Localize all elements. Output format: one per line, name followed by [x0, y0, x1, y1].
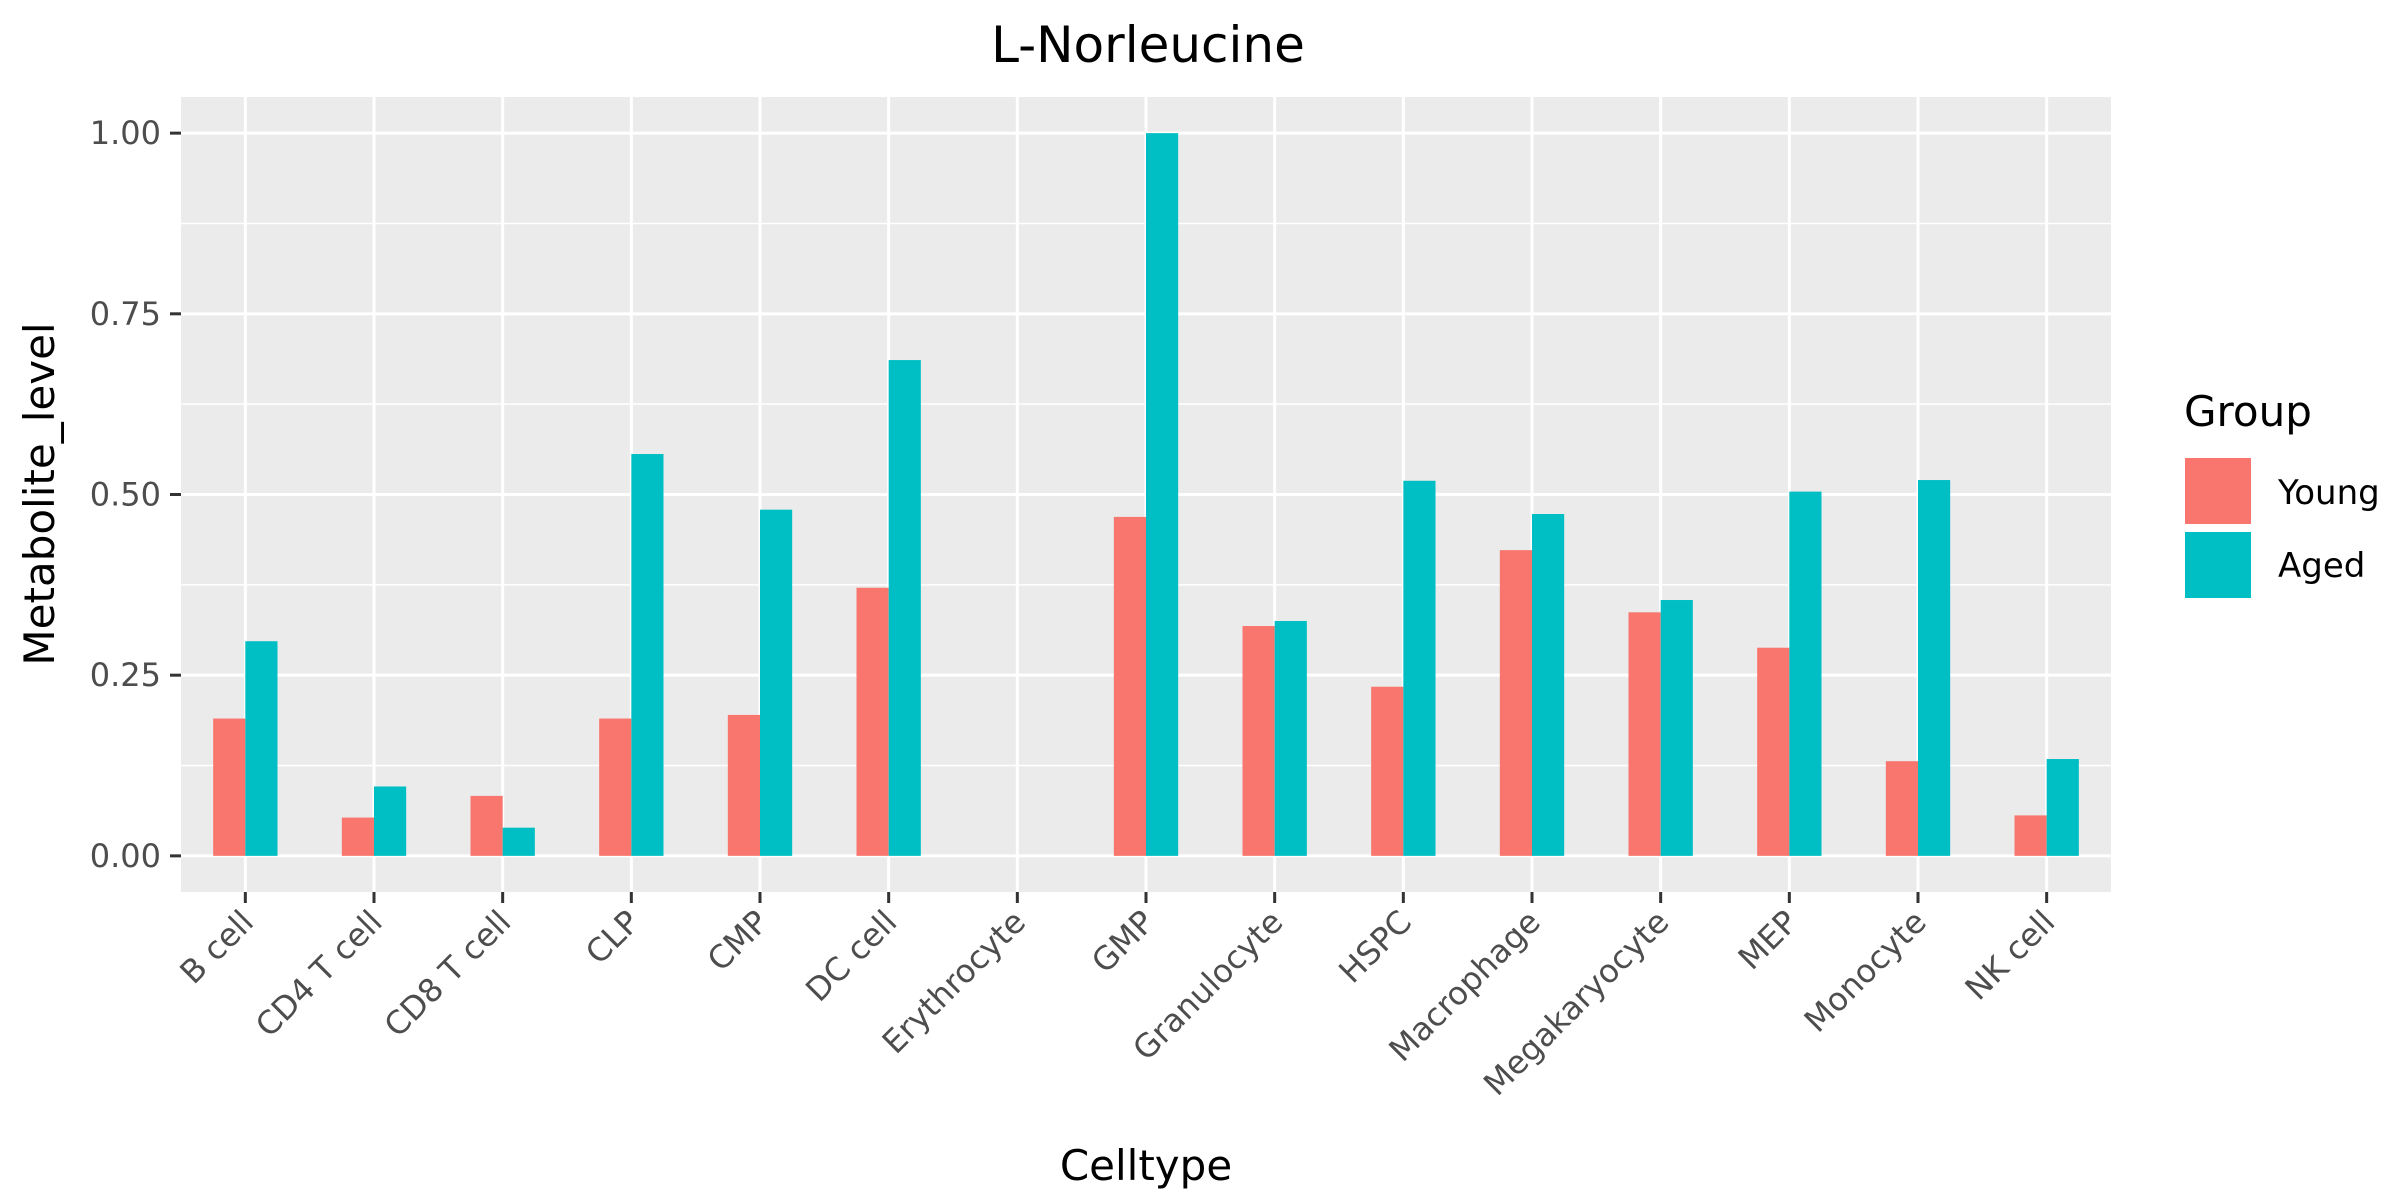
bar-aged-macrophage	[1532, 514, 1565, 856]
x-tick-label: GMP	[1084, 903, 1162, 981]
x-tick-label: Monocyte	[1797, 903, 1934, 1040]
bar-aged-monocyte	[1918, 480, 1951, 856]
bar-young-hspc	[1371, 686, 1404, 856]
x-tick-label: CMP	[700, 903, 776, 979]
x-tick-label: CLP	[578, 903, 647, 972]
bar-aged-cmp	[760, 509, 793, 856]
bar-aged-clp	[631, 454, 664, 856]
bar-young-gmp	[1113, 516, 1146, 856]
legend-title: Group	[2184, 387, 2312, 436]
bar-aged-nk-cell	[2046, 759, 2079, 856]
bar-young-monocyte	[1885, 761, 1918, 856]
y-tick-label: 0.50	[90, 476, 161, 514]
x-tick-label: DC cell	[798, 903, 904, 1009]
bar-young-dc-cell	[856, 587, 889, 856]
bar-young-nk-cell	[2014, 815, 2047, 856]
legend: Group Young Aged	[2184, 387, 2380, 598]
x-axis-title: Celltype	[1060, 1141, 1232, 1190]
y-axis: 0.00 0.25 0.50 0.75 1.00	[90, 114, 181, 875]
bar-young-cd8-t-cell	[470, 795, 503, 856]
x-tick-label: B cell	[172, 903, 261, 992]
legend-label-young: Young	[2277, 473, 2380, 513]
y-tick-label: 0.25	[90, 656, 161, 694]
y-axis-title: Metabolite_level	[15, 322, 64, 665]
x-tick-label: HSPC	[1331, 903, 1419, 991]
bar-aged-b-cell	[245, 641, 278, 856]
bar-young-macrophage	[1499, 550, 1532, 856]
bar-aged-hspc	[1403, 480, 1436, 856]
x-tick-label: NK cell	[1958, 903, 2063, 1008]
bar-aged-dc-cell	[888, 360, 921, 856]
bar-aged-megakaryocyte	[1660, 600, 1693, 856]
bar-young-cd4-t-cell	[341, 817, 374, 856]
bar-young-mep	[1757, 647, 1790, 856]
bar-aged-cd8-t-cell	[502, 827, 535, 856]
bar-young-megakaryocyte	[1628, 612, 1661, 856]
bar-aged-cd4-t-cell	[374, 786, 407, 856]
y-tick-label: 0.75	[90, 295, 161, 333]
y-tick-label: 0.00	[90, 837, 161, 875]
y-tick-label: 1.00	[90, 114, 161, 152]
bar-young-clp	[599, 718, 632, 856]
bar-young-b-cell	[213, 718, 246, 856]
legend-key-young	[2185, 458, 2251, 524]
bar-young-granulocyte	[1242, 626, 1275, 856]
bar-aged-gmp	[1146, 133, 1179, 856]
legend-label-aged: Aged	[2278, 546, 2365, 586]
bar-aged-granulocyte	[1274, 620, 1307, 856]
bar-young-cmp	[727, 714, 760, 856]
x-tick-label: CD4 T cell	[248, 903, 390, 1045]
legend-key-aged	[2185, 532, 2251, 598]
bars	[213, 133, 2079, 856]
chart-title: L-Norleucine	[991, 16, 1305, 74]
x-tick-label: CD8 T cell	[377, 903, 519, 1045]
x-tick-label: MEP	[1731, 903, 1805, 977]
bar-aged-mep	[1789, 491, 1822, 856]
